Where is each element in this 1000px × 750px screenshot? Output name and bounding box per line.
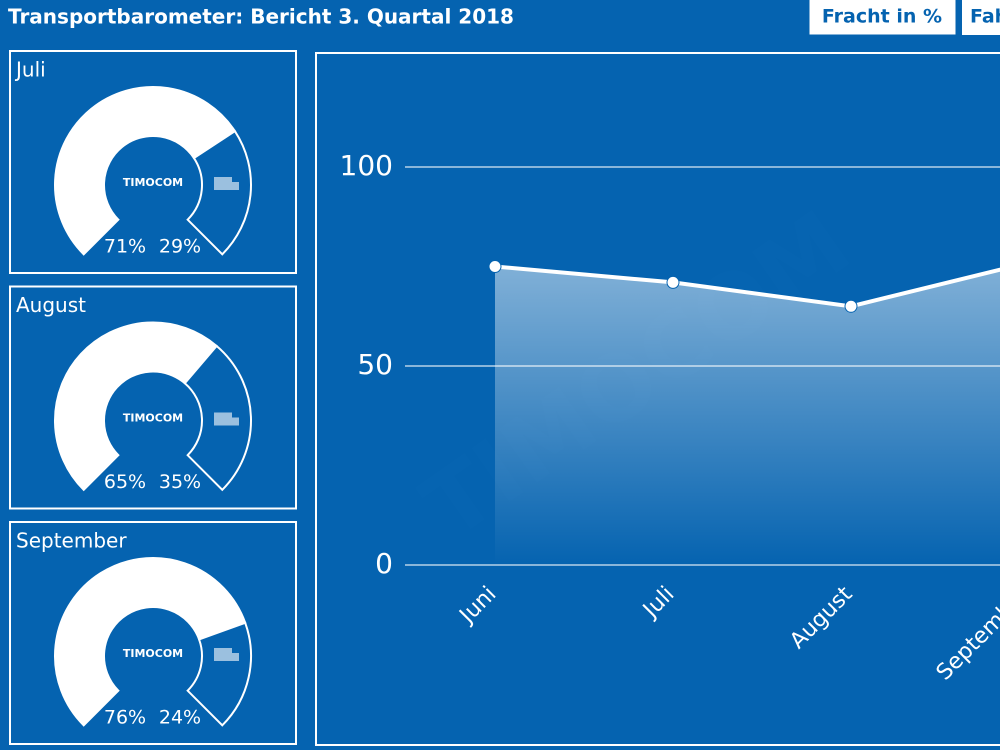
line <box>494 264 1000 309</box>
gauge-value-label: 29% <box>159 236 201 258</box>
tab-button[interactable] <box>809 0 956 35</box>
x-tick-label: September <box>932 581 1000 685</box>
gauge-segment <box>186 621 252 727</box>
gauge-panel <box>9 50 297 274</box>
gauge-value-label: 71% <box>104 236 146 258</box>
y-tick-label: 0 <box>375 547 393 580</box>
data-point <box>488 260 502 273</box>
gauge-value-label: 65% <box>104 471 146 493</box>
gauge-title: September <box>16 529 127 553</box>
gauge-logo: TIMOCOM <box>123 412 183 425</box>
gauge-title: August <box>16 293 86 317</box>
chart-frame <box>315 52 1000 746</box>
truck-cab <box>232 182 239 190</box>
data-point <box>666 275 680 289</box>
data-point <box>844 299 858 313</box>
gauge-value-label: 35% <box>159 471 201 493</box>
y-tick-label: 50 <box>357 348 393 381</box>
freight-icon <box>71 413 89 429</box>
gauge-logo: TIMOCOM <box>123 647 183 660</box>
tab-label[interactable]: Fracht in % <box>822 6 942 28</box>
gauge-value-label: 24% <box>159 707 201 729</box>
freight-icon <box>71 178 89 193</box>
line-area <box>495 266 1000 565</box>
gauge-segment <box>54 86 237 256</box>
truck-icon <box>214 648 232 661</box>
gauge-panel <box>9 285 297 510</box>
gauge-title: Juli <box>14 58 46 82</box>
tab-button[interactable] <box>962 0 1000 35</box>
gauge-logo: TIMOCOM <box>123 176 183 189</box>
gauge-segment <box>186 129 252 256</box>
tab-freight[interactable]: Fracht in % <box>809 0 956 35</box>
freight-icon <box>71 649 89 664</box>
page-title: Transportbarometer: Bericht 3. Quartal 2… <box>8 5 514 29</box>
tab-vehicles[interactable]: Fahrzeuge in % <box>962 0 1000 35</box>
gauge-segment <box>54 557 247 727</box>
y-tick-label: 100 <box>340 149 393 182</box>
x-tick-label: August <box>785 582 857 654</box>
truck-cab <box>232 653 239 661</box>
truck-cab <box>232 417 239 426</box>
tab-label[interactable]: Fahrzeuge in % <box>970 6 1000 28</box>
x-tick-label: Juni <box>454 582 502 630</box>
truck-icon <box>214 177 232 190</box>
gauge-segment <box>54 321 219 492</box>
gauge-value-label: 76% <box>104 707 146 729</box>
truck-icon <box>214 412 232 426</box>
gauges: Juli TIMOCOM 71% 29% August TIMOCOM 65% 35% Sept… <box>9 50 297 745</box>
x-tick-label: Juli <box>637 582 679 624</box>
gauge-panel <box>9 521 297 745</box>
